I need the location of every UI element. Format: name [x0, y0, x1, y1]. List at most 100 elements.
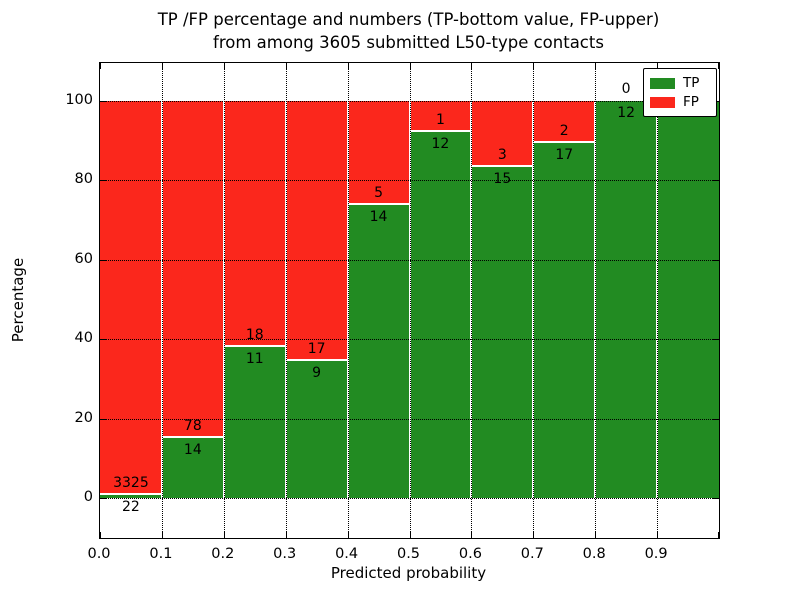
- x-tick-mark-top: [161, 63, 163, 69]
- bar-segment-fp: [161, 101, 224, 438]
- y-tick-mark: [100, 259, 106, 261]
- tp-count-label: 17: [555, 146, 574, 163]
- horizontal-gridline: [100, 498, 719, 499]
- bar-segment-tp: [657, 101, 719, 498]
- y-tick-mark-right: [713, 339, 719, 341]
- bar-segment-tp: [223, 347, 286, 498]
- vertical-gridline: [595, 63, 597, 538]
- fp-count-label: 1: [435, 111, 445, 128]
- bar-segment-fp: [347, 101, 410, 206]
- y-tick-mark: [100, 418, 106, 420]
- fp-legend-label: FP: [683, 94, 699, 110]
- vertical-gridline: [347, 63, 349, 538]
- fp-count-label: 2: [559, 122, 569, 139]
- bar-segment-fp: [285, 101, 348, 361]
- tp-count-label: 14: [183, 441, 202, 458]
- bar-segment-tp: [347, 205, 410, 498]
- vertical-gridline: [161, 63, 163, 538]
- x-tick-mark-top: [100, 63, 101, 69]
- x-tick-label: 0.3: [273, 546, 297, 562]
- x-tick-mark-top: [533, 63, 535, 69]
- bar-segment-tp: [409, 131, 472, 498]
- x-tick-label: 0.5: [396, 546, 421, 562]
- x-tick-mark: [100, 532, 101, 538]
- x-tick-mark: [285, 532, 287, 538]
- chart-title: TP /FP percentage and numbers (TP-bottom…: [99, 8, 718, 54]
- x-tick-label: 0.7: [520, 546, 544, 562]
- tp-count-label: 9: [312, 364, 322, 381]
- chart-title-line2: from among 3605 submitted L50-type conta…: [213, 33, 604, 52]
- bar-segment-fp: [533, 101, 596, 143]
- bar-segment-fp: [409, 101, 472, 132]
- fp-count-label: 5: [374, 185, 384, 202]
- y-tick-mark: [100, 339, 106, 341]
- vertical-gridline: [657, 63, 659, 538]
- x-tick-mark: [409, 532, 411, 538]
- x-tick-mark-top: [595, 63, 597, 69]
- legend-entry-fp: FP: [650, 93, 710, 112]
- tp-legend-label: TP: [683, 75, 700, 91]
- x-tick-label: 0.9: [644, 546, 668, 562]
- y-tick-label: 60: [74, 250, 93, 267]
- x-tick-mark: [347, 532, 349, 538]
- vertical-gridline: [471, 63, 473, 538]
- bar-segment-tp: [595, 101, 658, 498]
- fp-count-label: 0: [621, 81, 631, 97]
- y-tick-mark-right: [713, 418, 719, 420]
- y-tick-label: 20: [74, 409, 93, 426]
- x-tick-mark-top: [657, 63, 659, 69]
- tp-count-label: 15: [493, 171, 512, 188]
- x-axis-title: Predicted probability: [330, 564, 487, 582]
- x-tick-label: 0.6: [458, 546, 482, 562]
- bar-segment-fp: [471, 101, 534, 168]
- x-tick-label: 0.2: [211, 546, 235, 562]
- x-tick-label: 0.8: [582, 546, 606, 562]
- horizontal-gridline: [100, 418, 719, 420]
- vertical-gridline: [223, 63, 225, 538]
- y-tick-label: 0: [83, 489, 93, 505]
- y-axis-title: Percentage: [9, 257, 27, 343]
- bar-segment-tp: [533, 142, 596, 498]
- x-tick-label: 0.0: [87, 546, 111, 562]
- x-tick-mark-top: [471, 63, 473, 69]
- legend-entry-tp: TP: [650, 74, 710, 93]
- horizontal-gridline: [100, 180, 719, 182]
- x-tick-mark: [533, 532, 535, 538]
- y-tick-mark-right: [713, 180, 719, 182]
- x-tick-label: 0.4: [335, 546, 359, 562]
- tp-count-label: 12: [431, 135, 450, 152]
- fp-legend-swatch: [650, 97, 675, 108]
- legend: TP FP: [643, 68, 717, 117]
- bar-segment-tp: [161, 437, 224, 498]
- x-tick-mark: [223, 532, 225, 538]
- horizontal-gridline: [100, 101, 719, 102]
- tp-count-label: 22: [122, 499, 140, 516]
- horizontal-gridline: [100, 259, 719, 261]
- x-tick-mark-top: [718, 63, 719, 69]
- x-tick-label: 0.1: [149, 546, 173, 562]
- plot-area: TP FP 3325227814181117951411231521701203…: [99, 62, 720, 539]
- x-tick-mark-top: [409, 63, 411, 69]
- x-tick-mark: [471, 532, 473, 538]
- x-tick-mark-top: [223, 63, 225, 69]
- tp-count-label: 11: [245, 351, 264, 368]
- x-tick-mark: [657, 532, 659, 538]
- bar-segment-tp: [100, 495, 162, 498]
- y-tick-mark: [100, 101, 106, 102]
- y-tick-mark: [100, 180, 106, 182]
- tp-count-label: 14: [369, 209, 388, 226]
- y-tick-label: 100: [65, 92, 93, 108]
- x-tick-mark-top: [347, 63, 349, 69]
- vertical-gridline: [285, 63, 287, 538]
- bar-segment-fp: [223, 101, 286, 348]
- x-tick-mark-top: [285, 63, 287, 69]
- y-tick-label: 40: [74, 330, 93, 347]
- fp-count-label: 17: [307, 340, 326, 357]
- tp-legend-swatch: [650, 78, 675, 89]
- bar-segment-tp: [285, 360, 348, 498]
- bar-segment-tp: [471, 167, 534, 498]
- vertical-gridline: [409, 63, 411, 538]
- horizontal-gridline: [100, 339, 719, 341]
- vertical-gridline: [533, 63, 535, 538]
